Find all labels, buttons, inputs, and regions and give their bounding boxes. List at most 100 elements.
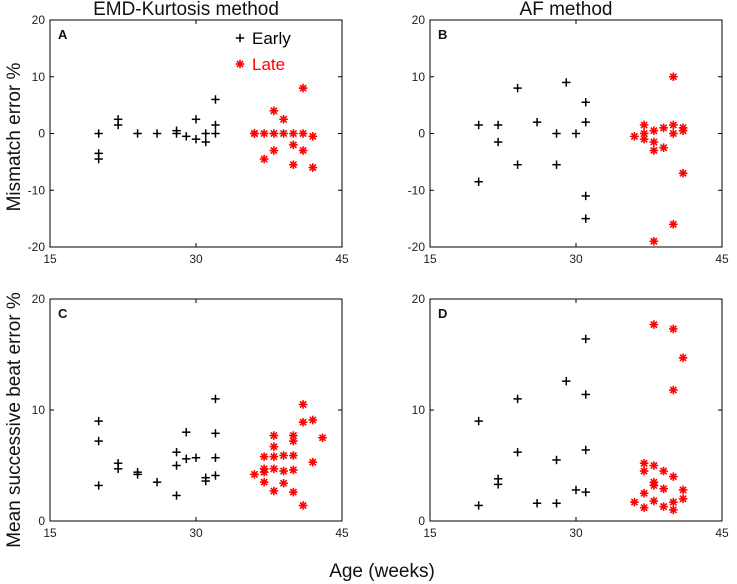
x-tick-label: 45 — [715, 526, 729, 540]
data-point-early — [474, 120, 483, 130]
data-point-late — [678, 353, 688, 363]
data-point-late — [289, 140, 298, 150]
legend-late-label: Late — [252, 55, 285, 74]
series-late — [630, 72, 688, 246]
data-point-early — [172, 491, 181, 500]
data-point-late — [269, 452, 279, 461]
data-point-early — [552, 129, 561, 138]
data-point-late — [289, 129, 298, 138]
x-tick-label: 30 — [569, 252, 583, 266]
data-point-early — [513, 394, 522, 404]
data-point-late — [649, 477, 659, 487]
data-point-late — [669, 129, 678, 138]
x-tick-label: 15 — [43, 526, 57, 540]
data-point-early — [474, 416, 483, 426]
data-point-late — [669, 505, 678, 515]
x-tick-label: 45 — [715, 252, 729, 266]
data-point-late — [678, 168, 688, 178]
data-point-late — [318, 433, 327, 443]
data-point-early — [211, 129, 220, 138]
data-point-early — [113, 115, 123, 124]
series-early — [94, 95, 220, 164]
data-point-late — [298, 129, 308, 138]
data-point-late — [250, 470, 259, 479]
x-tick-label: 30 — [189, 252, 203, 266]
x-tick-label: 30 — [189, 526, 203, 540]
data-point-early — [581, 445, 590, 455]
data-point-late — [289, 160, 298, 170]
data-point-late — [269, 486, 279, 496]
data-point-early — [493, 120, 503, 130]
series-late — [250, 400, 327, 510]
data-point-early — [581, 487, 590, 497]
data-point-early — [191, 453, 201, 462]
axes-box — [49, 19, 343, 248]
y-tick-label: 20 — [412, 292, 426, 306]
data-point-late — [259, 467, 269, 477]
data-point-early — [532, 117, 542, 127]
data-point-late — [669, 72, 678, 82]
data-point-early — [513, 83, 522, 93]
data-point-early — [211, 429, 220, 438]
y-tick-label: 0 — [418, 514, 425, 528]
y-tick-label: 20 — [32, 13, 46, 27]
data-point-late — [289, 465, 298, 475]
panel-a: EMD-Kurtosis method A 15 30 45 -20 -10 0 10 20 Ear… — [28, 0, 349, 266]
data-point-late — [259, 154, 269, 164]
x-tick-label: 45 — [335, 252, 349, 266]
data-point-early — [581, 191, 590, 201]
data-point-early — [201, 129, 210, 138]
data-point-late — [279, 115, 288, 124]
x-tick-label: 30 — [569, 526, 583, 540]
panel-letter: B — [438, 27, 447, 42]
data-point-late — [649, 237, 659, 246]
data-point-early — [474, 501, 483, 510]
panel-c: C 15 30 45 0 10 20 — [32, 292, 349, 540]
legend: Early Late — [235, 29, 291, 74]
y-tick-label: -10 — [408, 183, 426, 197]
data-point-late — [279, 478, 288, 488]
panel-title: AF method — [520, 0, 613, 20]
data-point-late — [639, 458, 649, 468]
data-point-early — [493, 480, 503, 489]
panel-letter: D — [438, 306, 447, 321]
data-point-late — [308, 163, 318, 172]
data-point-early — [493, 137, 503, 147]
data-point-early — [552, 499, 561, 508]
data-point-early — [211, 394, 220, 404]
y-axis-label-bottom: Mean successive beat error % — [4, 292, 25, 548]
data-point-late — [669, 220, 678, 229]
data-point-late — [279, 129, 288, 138]
y-tick-label: 10 — [412, 403, 426, 417]
x-tick-label: 45 — [335, 526, 349, 540]
data-point-early — [113, 464, 123, 474]
data-point-late — [279, 451, 288, 460]
data-point-early — [581, 117, 590, 127]
data-point-early — [172, 126, 181, 135]
data-point-early — [152, 477, 162, 487]
data-point-early — [552, 160, 561, 169]
data-point-late — [649, 461, 659, 470]
data-point-late — [649, 146, 659, 155]
axes-box — [49, 298, 343, 522]
data-point-late — [669, 120, 678, 130]
legend-early-label: Early — [252, 29, 291, 48]
y-tick-label: -10 — [28, 183, 46, 197]
panel-b: AF method B 15 30 45 -20 -10 0 10 20 — [408, 0, 729, 266]
panel-d: D 15 30 45 0 10 20 — [412, 292, 729, 540]
data-point-late — [259, 129, 269, 138]
data-point-early — [513, 447, 522, 457]
data-point-late — [639, 488, 649, 498]
data-point-early — [94, 416, 103, 426]
data-point-late — [649, 126, 659, 135]
data-point-early — [581, 214, 590, 223]
data-point-early — [201, 137, 210, 147]
x-tick-label: 15 — [423, 252, 437, 266]
panel-letter: C — [58, 306, 68, 321]
data-point-late — [308, 457, 318, 467]
data-point-late — [259, 477, 269, 487]
data-point-late — [298, 83, 308, 93]
data-point-early — [513, 160, 522, 169]
y-tick-label: -20 — [408, 240, 426, 254]
data-point-late — [308, 132, 318, 141]
